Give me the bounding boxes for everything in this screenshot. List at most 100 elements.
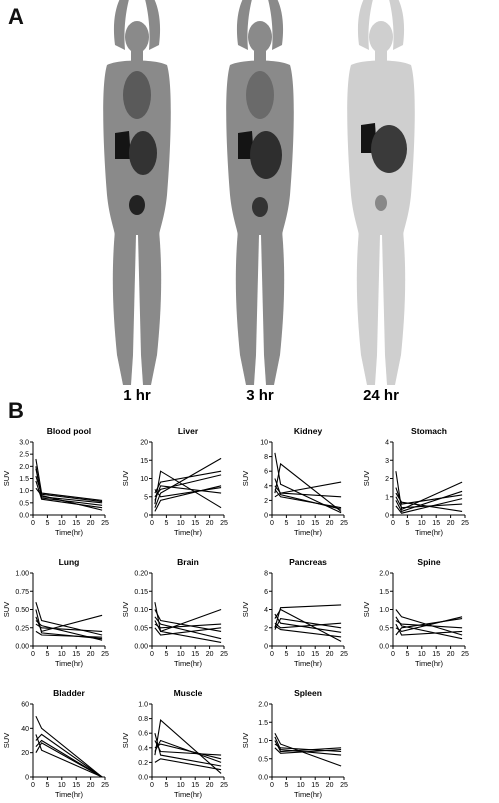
series-line-5 bbox=[35, 466, 103, 506]
x-tick-label: 20 bbox=[206, 782, 214, 789]
x-tick-label: 20 bbox=[206, 520, 214, 527]
series-line-6 bbox=[154, 739, 222, 763]
y-tick-label: 4 bbox=[385, 440, 389, 447]
series-line-1 bbox=[154, 719, 222, 774]
x-tick-label: 20 bbox=[326, 520, 334, 527]
series-line-5 bbox=[274, 747, 342, 754]
x-tick-label: 5 bbox=[45, 651, 49, 658]
y-tick-label: 2 bbox=[385, 476, 389, 483]
y-tick-label: 0 bbox=[385, 513, 389, 520]
y-tick-label: 60 bbox=[21, 702, 29, 709]
x-tick-label: 5 bbox=[45, 520, 49, 527]
x-tick-label: 0 bbox=[391, 651, 395, 658]
y-tick-label: 0.5 bbox=[258, 756, 268, 763]
y-tick-label: 0.20 bbox=[134, 571, 148, 578]
series-line-1 bbox=[395, 609, 463, 636]
y-tick-label: 0.5 bbox=[19, 500, 29, 507]
x-tick-label: 0 bbox=[270, 651, 274, 658]
x-tick-label: 10 bbox=[418, 651, 426, 658]
series-line-2 bbox=[154, 740, 222, 756]
pet-scan-1hr bbox=[103, 0, 171, 385]
series-line-6 bbox=[395, 498, 463, 514]
y-tick-label: 6 bbox=[264, 589, 268, 596]
series-line-4 bbox=[274, 452, 342, 514]
chart-spine: Spine 0.0 0.5 1.0 1.5 2.0 0 5 10 15 20 25 Time(hr) SU… bbox=[362, 557, 469, 668]
x-axis-label: Time(hr) bbox=[294, 659, 323, 668]
chart-bladder: Bladder 0 20 40 60 0 5 10 15 20 25 Time(hr) SUV bbox=[2, 688, 109, 799]
series-line-5 bbox=[395, 492, 463, 512]
x-tick-label: 0 bbox=[150, 520, 154, 527]
y-tick-label: 1.0 bbox=[379, 607, 389, 614]
x-tick-label: 25 bbox=[340, 651, 348, 658]
x-tick-label: 5 bbox=[405, 651, 409, 658]
x-tick-label: 25 bbox=[461, 651, 469, 658]
y-tick-label: 0.4 bbox=[138, 745, 148, 752]
chart-lung: Lung 0.00 0.25 0.50 0.75 1.00 0 5 10 15 20 25 Time(h… bbox=[2, 557, 109, 668]
y-axis-label: SUV bbox=[121, 602, 130, 617]
y-tick-label: 2 bbox=[264, 498, 268, 505]
series-line-4 bbox=[395, 618, 463, 636]
series-line-5 bbox=[35, 739, 103, 778]
y-tick-label: 0.6 bbox=[138, 731, 148, 738]
chart-brain: Brain 0.00 0.05 0.10 0.15 0.20 0 5 10 15 20 25 Time(… bbox=[121, 557, 228, 668]
x-tick-label: 15 bbox=[72, 520, 80, 527]
x-axis-label: Time(hr) bbox=[55, 659, 84, 668]
series-line-4 bbox=[274, 613, 342, 633]
y-tick-label: 0.15 bbox=[134, 589, 148, 596]
x-axis-label: Time(hr) bbox=[174, 790, 203, 799]
y-tick-label: 15 bbox=[140, 458, 148, 465]
series-line-1 bbox=[35, 715, 103, 778]
series-line-5 bbox=[35, 630, 103, 638]
y-tick-label: 8 bbox=[264, 571, 268, 578]
chart-title: Spleen bbox=[294, 688, 322, 698]
x-tick-label: 25 bbox=[101, 520, 109, 527]
x-tick-label: 20 bbox=[326, 651, 334, 658]
chart-blood-pool: Blood pool 0.0 0.5 1.0 1.5 2.0 2.5 3.0 0 5 10 15 20 2… bbox=[2, 426, 109, 537]
x-tick-label: 25 bbox=[220, 782, 228, 789]
y-tick-label: 2.0 bbox=[19, 464, 29, 471]
x-tick-label: 15 bbox=[191, 782, 199, 789]
chart-title: Lung bbox=[59, 557, 80, 567]
x-tick-label: 20 bbox=[447, 651, 455, 658]
y-tick-label: 2.0 bbox=[258, 702, 268, 709]
x-tick-label: 25 bbox=[220, 651, 228, 658]
x-tick-label: 15 bbox=[432, 651, 440, 658]
y-tick-label: 6 bbox=[264, 469, 268, 476]
x-tick-label: 10 bbox=[177, 520, 185, 527]
x-tick-label: 20 bbox=[206, 651, 214, 658]
y-tick-label: 0.50 bbox=[15, 607, 29, 614]
x-tick-label: 15 bbox=[191, 651, 199, 658]
x-tick-label: 10 bbox=[177, 651, 185, 658]
y-tick-label: 0.00 bbox=[134, 644, 148, 651]
time-label-1hr: 1 hr bbox=[123, 387, 151, 400]
chart-stomach: Stomach 0 1 2 3 4 0 5 10 15 20 25 Time(hr) SUV bbox=[362, 426, 469, 537]
series-line-3 bbox=[154, 743, 222, 760]
x-axis-label: Time(hr) bbox=[174, 659, 203, 668]
y-tick-label: 2.0 bbox=[379, 571, 389, 578]
y-tick-label: 1.5 bbox=[19, 476, 29, 483]
series-line-6 bbox=[395, 616, 463, 640]
series-line-3 bbox=[395, 496, 463, 509]
series-line-6 bbox=[274, 617, 342, 630]
y-tick-label: 4 bbox=[264, 607, 268, 614]
y-axis-label: SUV bbox=[241, 471, 250, 486]
y-tick-label: 0.8 bbox=[138, 716, 148, 723]
series-line-1 bbox=[274, 732, 342, 767]
x-tick-label: 0 bbox=[270, 782, 274, 789]
x-axis-label: Time(hr) bbox=[55, 528, 84, 537]
x-tick-label: 25 bbox=[101, 651, 109, 658]
y-tick-label: 0.75 bbox=[15, 589, 29, 596]
pet-scan-24hr bbox=[347, 0, 415, 385]
y-tick-label: 0.2 bbox=[138, 760, 148, 767]
y-tick-label: 0.0 bbox=[138, 775, 148, 782]
series-line-4 bbox=[274, 736, 342, 756]
pet-scan-panel: 1 hr 3 hr 24 hr bbox=[103, 0, 415, 400]
x-tick-label: 10 bbox=[297, 782, 305, 789]
y-tick-label: 0 bbox=[264, 644, 268, 651]
x-tick-label: 25 bbox=[340, 520, 348, 527]
series-line-7 bbox=[154, 487, 222, 498]
x-tick-label: 10 bbox=[58, 782, 66, 789]
y-tick-label: 1 bbox=[385, 494, 389, 501]
x-axis-label: Time(hr) bbox=[415, 659, 444, 668]
y-tick-label: 0.0 bbox=[258, 775, 268, 782]
